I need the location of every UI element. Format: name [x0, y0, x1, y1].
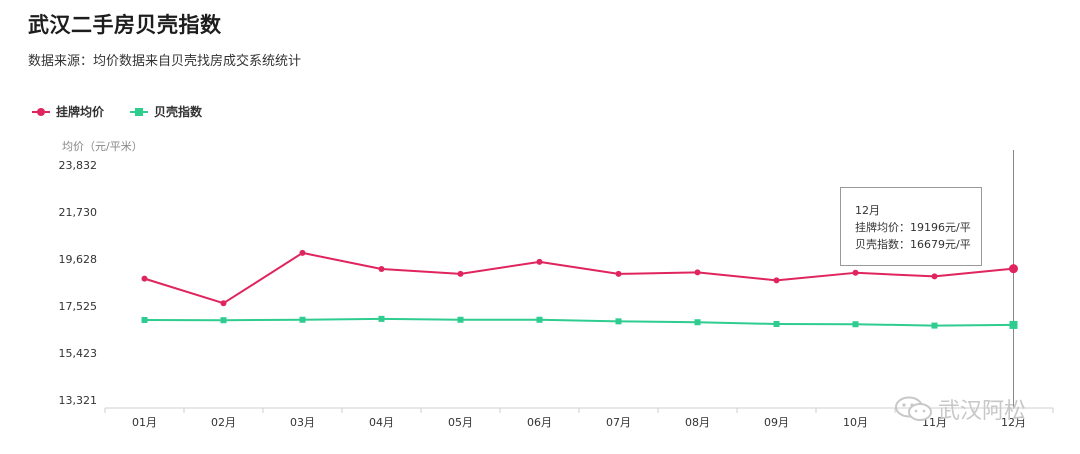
data-point-circle — [378, 266, 385, 273]
wechat-icon — [895, 396, 932, 421]
chart-subtitle: 数据来源：均价数据来自贝壳找房成交系统统计 — [28, 54, 302, 69]
legend-label-listing-price: 挂牌均价 — [56, 105, 105, 119]
legend: 挂牌均价 贝壳指数 — [32, 103, 228, 120]
x-tick-label: 02月 — [211, 416, 236, 429]
data-tooltip: 12月 挂牌均价：19196元/平 贝壳指数：16679元/平 — [840, 187, 982, 266]
tooltip-title: 12月 — [855, 204, 880, 217]
y-tick-label: 23,832 — [59, 159, 98, 172]
data-point-square — [1009, 320, 1018, 329]
legend-square-marker-icon — [130, 107, 149, 117]
data-point-square — [931, 322, 938, 329]
y-tick-label: 17,525 — [59, 300, 98, 313]
watermark-text: 武汉阿松 — [938, 399, 1027, 424]
data-point-square — [378, 315, 385, 322]
data-point-square — [457, 316, 464, 323]
data-point-circle — [220, 300, 227, 307]
data-point-circle — [1009, 264, 1018, 274]
x-tick-label: 10月 — [843, 416, 868, 429]
y-tick-label: 15,423 — [59, 347, 98, 360]
data-point-square — [299, 316, 306, 323]
data-point-square — [615, 318, 622, 325]
x-tick-label: 07月 — [606, 416, 631, 429]
data-point-circle — [694, 269, 701, 276]
series-line-1 — [144, 317, 1014, 327]
x-tick-label: 09月 — [764, 416, 789, 429]
y-tick-label: 21,730 — [59, 206, 98, 219]
data-point-circle — [141, 275, 148, 282]
watermark: 武汉阿松 — [894, 393, 1026, 425]
legend-item-beike-index[interactable]: 贝壳指数 — [130, 103, 202, 120]
x-tick-label: 06月 — [527, 416, 552, 429]
data-point-circle — [457, 270, 464, 277]
legend-label-beike-index: 贝壳指数 — [154, 105, 203, 119]
data-point-square — [536, 316, 543, 323]
series-line-0 — [144, 251, 1014, 305]
data-point-circle — [536, 258, 543, 265]
data-point-square — [694, 319, 701, 326]
y-tick-label: 19,628 — [59, 253, 98, 266]
data-point-square — [773, 321, 780, 328]
x-tick-label: 05月 — [448, 416, 473, 429]
x-tick-label: 03月 — [290, 416, 315, 429]
y-axis-unit-label: 均价（元/平米） — [62, 140, 143, 153]
data-point-square — [220, 317, 227, 324]
x-tick-label: 04月 — [369, 416, 394, 429]
data-point-square — [141, 316, 148, 323]
data-point-circle — [615, 270, 622, 277]
x-tick-label: 08月 — [685, 416, 710, 429]
x-tick-label: 12月 — [1001, 416, 1026, 429]
data-point-circle — [299, 249, 306, 256]
tooltip-listing-price: 挂牌均价：19196元/平 — [855, 221, 971, 234]
data-point-circle — [931, 273, 938, 280]
tooltip-beike-index: 贝壳指数：16679元/平 — [855, 238, 971, 251]
y-tick-label: 13,321 — [59, 394, 98, 407]
legend-item-listing-price[interactable]: 挂牌均价 — [32, 103, 104, 120]
data-point-circle — [852, 269, 859, 276]
x-tick-label: 11月 — [922, 416, 947, 429]
data-point-circle — [773, 277, 780, 284]
x-tick-label: 01月 — [132, 416, 157, 429]
chart-title: 武汉二手房贝壳指数 — [28, 13, 222, 37]
data-point-square — [852, 321, 859, 328]
legend-circle-marker-icon — [32, 107, 50, 117]
